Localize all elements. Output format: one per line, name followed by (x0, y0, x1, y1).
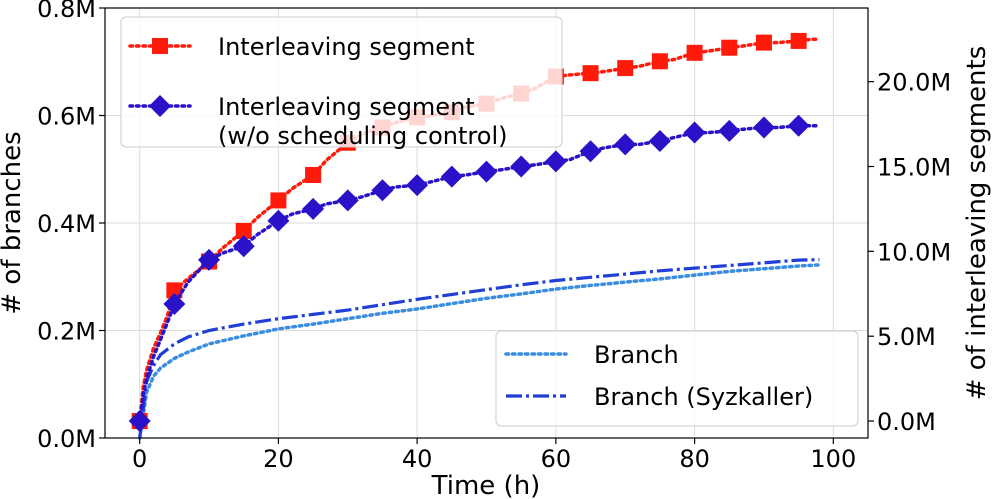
legend-label: (w/o scheduling control) (218, 122, 507, 150)
data-point (790, 32, 807, 49)
data-point (752, 116, 775, 139)
data-point (235, 222, 252, 239)
series-line (137, 263, 822, 440)
data-point (475, 160, 498, 183)
data-point (683, 121, 706, 144)
data-point (718, 119, 741, 142)
series-3 (138, 258, 820, 439)
tick-layer: 0 20 40 60 80 100 0.0M 0.2M 0.4M 0.6M 0.8M 0.0M 5.0M… (37, 0, 951, 473)
y-right-tick-label: 0.0M (877, 408, 936, 436)
legend-label: Interleaving segment (218, 33, 475, 61)
data-point (755, 34, 772, 51)
legend-box (495, 330, 859, 427)
data-point (371, 179, 394, 202)
legend-entry: Interleaving segment (128, 33, 475, 61)
x-tick-label: 20 (263, 445, 294, 473)
data-point (406, 174, 429, 197)
legend-swatch-marker (149, 95, 171, 117)
data-point (614, 133, 637, 156)
legend-entry: Branch (504, 341, 679, 369)
data-point (582, 65, 599, 82)
x-tick-label: 100 (810, 445, 856, 473)
y-left-tick-label: 0.2M (37, 318, 96, 346)
y-right-tick-label: 5.0M (877, 323, 936, 351)
legend-label: Interleaving segment (218, 93, 475, 121)
legend-label: Branch (Syzkaller) (594, 383, 813, 411)
y-right-tick-label: 20.0M (877, 69, 951, 97)
data-point (787, 114, 810, 137)
x-tick-label: 60 (541, 445, 572, 473)
y-left-tick-label: 0.4M (37, 210, 96, 238)
legend-label: Branch (594, 341, 679, 369)
y-axis-left-label: # of branches (0, 131, 27, 314)
data-point (302, 197, 325, 220)
data-point (579, 140, 602, 163)
data-point (544, 150, 567, 173)
legend-entry: Branch (Syzkaller) (506, 383, 813, 411)
data-point (440, 165, 463, 188)
series-1 (128, 114, 822, 433)
legend-entry: Interleaving segment(w/o scheduling cont… (128, 93, 507, 150)
data-point (267, 209, 290, 232)
data-point (510, 155, 533, 178)
legend-box (120, 16, 563, 148)
data-point (617, 60, 634, 77)
y-right-tick-label: 10.0M (877, 238, 951, 266)
data-point (651, 53, 668, 70)
series-line (138, 258, 820, 439)
data-point (232, 235, 255, 258)
data-point (721, 39, 738, 56)
series-2 (137, 263, 822, 440)
x-tick-label: 0 (132, 445, 147, 473)
data-point (270, 192, 287, 209)
data-point (166, 282, 183, 299)
y-axis-right-label: # of interleaving segments (962, 46, 992, 401)
x-axis-label: Time (h) (431, 471, 541, 499)
data-point (686, 44, 703, 61)
y-right-tick-label: 15.0M (877, 153, 951, 181)
series-layer (128, 32, 822, 440)
data-point (648, 130, 671, 153)
x-tick-label: 80 (679, 445, 710, 473)
data-point (305, 166, 322, 183)
y-left-tick-label: 0.6M (37, 103, 96, 131)
legend-swatch-marker (152, 38, 168, 54)
y-left-tick-label: 0.8M (37, 0, 96, 23)
data-point (128, 410, 151, 433)
data-point (163, 292, 186, 315)
legend-lower-right: Branch Branch (Syzkaller) (495, 330, 859, 427)
x-tick-label: 40 (402, 445, 433, 473)
y-left-tick-label: 0.0M (37, 425, 96, 453)
data-point (198, 248, 221, 271)
data-point (336, 189, 359, 212)
